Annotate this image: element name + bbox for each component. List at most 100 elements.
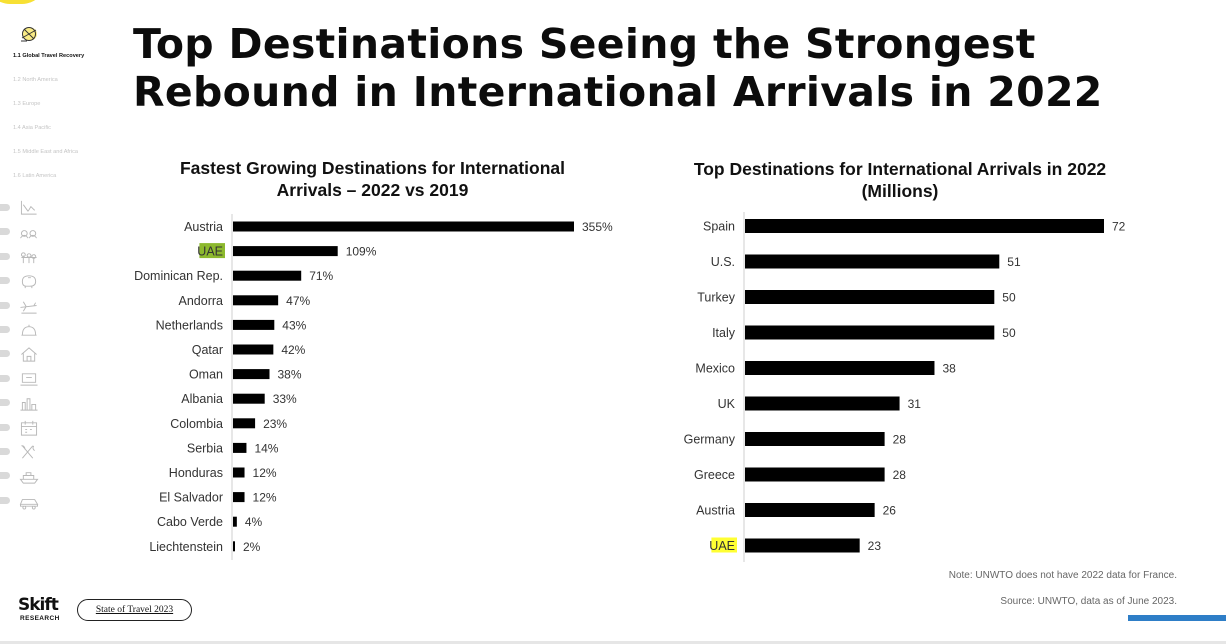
data-label: 12% — [253, 466, 277, 480]
bar — [745, 396, 900, 411]
people-group-icon — [20, 230, 37, 239]
data-label: 51 — [1007, 255, 1021, 269]
sidebar-nav-item[interactable] — [0, 247, 50, 271]
data-label: 23 — [868, 539, 882, 553]
sidebar-icon-list — [0, 198, 50, 515]
sidebar-indicator — [0, 423, 10, 431]
category-label: Netherlands — [156, 318, 223, 332]
sidebar-nav-item[interactable] — [0, 491, 50, 515]
category-label: UK — [718, 397, 736, 411]
bar — [233, 516, 237, 527]
bar — [745, 254, 1000, 269]
sidebar-section-3[interactable]: 1.3 Europe — [13, 101, 41, 107]
category-label: Colombia — [170, 417, 223, 431]
category-label: Qatar — [192, 343, 223, 357]
data-label: 2% — [243, 540, 261, 554]
sidebar-nav-item[interactable] — [0, 369, 50, 393]
page-title: Top Destinations Seeing the Strongest Re… — [133, 20, 1103, 116]
car-icon — [19, 498, 39, 510]
category-label: Spain — [703, 220, 735, 234]
category-label: Dominican Rep. — [134, 269, 223, 283]
bar — [233, 344, 274, 355]
data-label: 28 — [893, 468, 907, 482]
bar — [233, 442, 247, 453]
house-icon — [21, 347, 37, 362]
footnote-france: Note: UNWTO does not have 2022 data for … — [948, 570, 1177, 581]
sidebar-indicator — [0, 204, 10, 211]
corner-accent — [0, 0, 46, 4]
data-label: 12% — [253, 491, 277, 505]
bar — [233, 393, 265, 404]
category-label: Albania — [181, 392, 223, 406]
fork-knife-icon — [21, 445, 35, 459]
sidebar-section-list: 1.1 Global Travel Recovery 1.2 North Amer… — [13, 52, 84, 196]
category-label: Austria — [184, 220, 223, 234]
sidebar-section-1[interactable]: 1.1 Global Travel Recovery — [13, 53, 85, 59]
sidebar-nav-item[interactable] — [0, 418, 50, 442]
sidebar-nav-item[interactable] — [0, 344, 50, 368]
data-label: 28 — [893, 433, 907, 447]
sidebar-nav-item[interactable] — [0, 271, 50, 295]
data-label: 23% — [263, 417, 287, 431]
bar — [233, 467, 245, 478]
sidebar-nav-item[interactable] — [0, 198, 50, 222]
sidebar-section-2[interactable]: 1.2 North America — [13, 77, 58, 83]
sidebar: 1.1 Global Travel Recovery 1.2 North Amer… — [0, 0, 110, 644]
sidebar-indicator — [0, 350, 10, 358]
sidebar-section-6[interactable]: 1.6 Latin America — [13, 173, 57, 179]
data-label: 33% — [273, 392, 297, 406]
bar — [745, 432, 885, 446]
category-label: Honduras — [169, 466, 223, 480]
bar — [745, 219, 1104, 233]
cruise-ship-icon — [19, 472, 39, 484]
category-label: Mexico — [695, 362, 735, 376]
data-label: 42% — [281, 343, 305, 357]
sidebar-nav-item[interactable] — [0, 296, 50, 320]
sidebar-indicator — [0, 496, 10, 504]
bar — [233, 221, 574, 232]
category-label: Liechtenstein — [149, 540, 223, 554]
category-label: Andorra — [179, 294, 224, 308]
bar — [233, 319, 275, 330]
footnote-source: Source: UNWTO, data as of June 2023. — [1000, 596, 1177, 607]
data-label: 109% — [346, 245, 377, 259]
right-chart-title: Top Destinations for International Arriv… — [693, 159, 1107, 201]
category-label: Cabo Verde — [157, 515, 223, 529]
city-skyline-icon — [20, 398, 38, 411]
globe-sketch-icon[interactable] — [18, 24, 40, 44]
calendar-icon — [20, 420, 38, 436]
data-label: 14% — [254, 441, 278, 455]
bar — [233, 270, 302, 281]
sidebar-nav-item[interactable] — [0, 393, 50, 417]
bar — [745, 290, 995, 304]
sidebar-nav-item[interactable] — [0, 442, 50, 466]
piggy-bank-icon — [21, 275, 37, 289]
logo-subtitle: RESEARCH — [20, 615, 60, 622]
bar — [233, 541, 235, 552]
sidebar-nav-item[interactable] — [0, 466, 50, 490]
sidebar-indicator — [0, 301, 10, 309]
category-label: Austria — [696, 504, 735, 518]
sidebar-indicator — [0, 472, 10, 480]
category-label: Turkey — [697, 291, 735, 305]
logo-wordmark: Skift — [18, 595, 59, 615]
sidebar-indicator — [0, 374, 10, 382]
data-label: 26 — [883, 504, 897, 518]
bar — [745, 538, 860, 553]
sidebar-nav-item[interactable] — [0, 222, 50, 246]
sidebar-indicator — [0, 325, 10, 333]
highlight-marker — [711, 537, 737, 553]
category-label: El Salvador — [159, 491, 223, 505]
line-chart-icon — [20, 200, 37, 215]
airplane-icon — [20, 301, 37, 314]
category-label: Oman — [189, 368, 223, 382]
category-label: UAE — [709, 539, 735, 553]
state-of-travel-button[interactable]: State of Travel 2023 — [77, 599, 192, 621]
sidebar-section-4[interactable]: 1.4 Asia Pacific — [13, 125, 51, 131]
sidebar-nav-item[interactable] — [0, 320, 50, 344]
highlight-marker — [199, 243, 225, 259]
data-label: 71% — [309, 269, 333, 283]
sidebar-section-5[interactable]: 1.5 Middle East and Africa — [13, 149, 78, 155]
data-label: 47% — [286, 294, 310, 308]
